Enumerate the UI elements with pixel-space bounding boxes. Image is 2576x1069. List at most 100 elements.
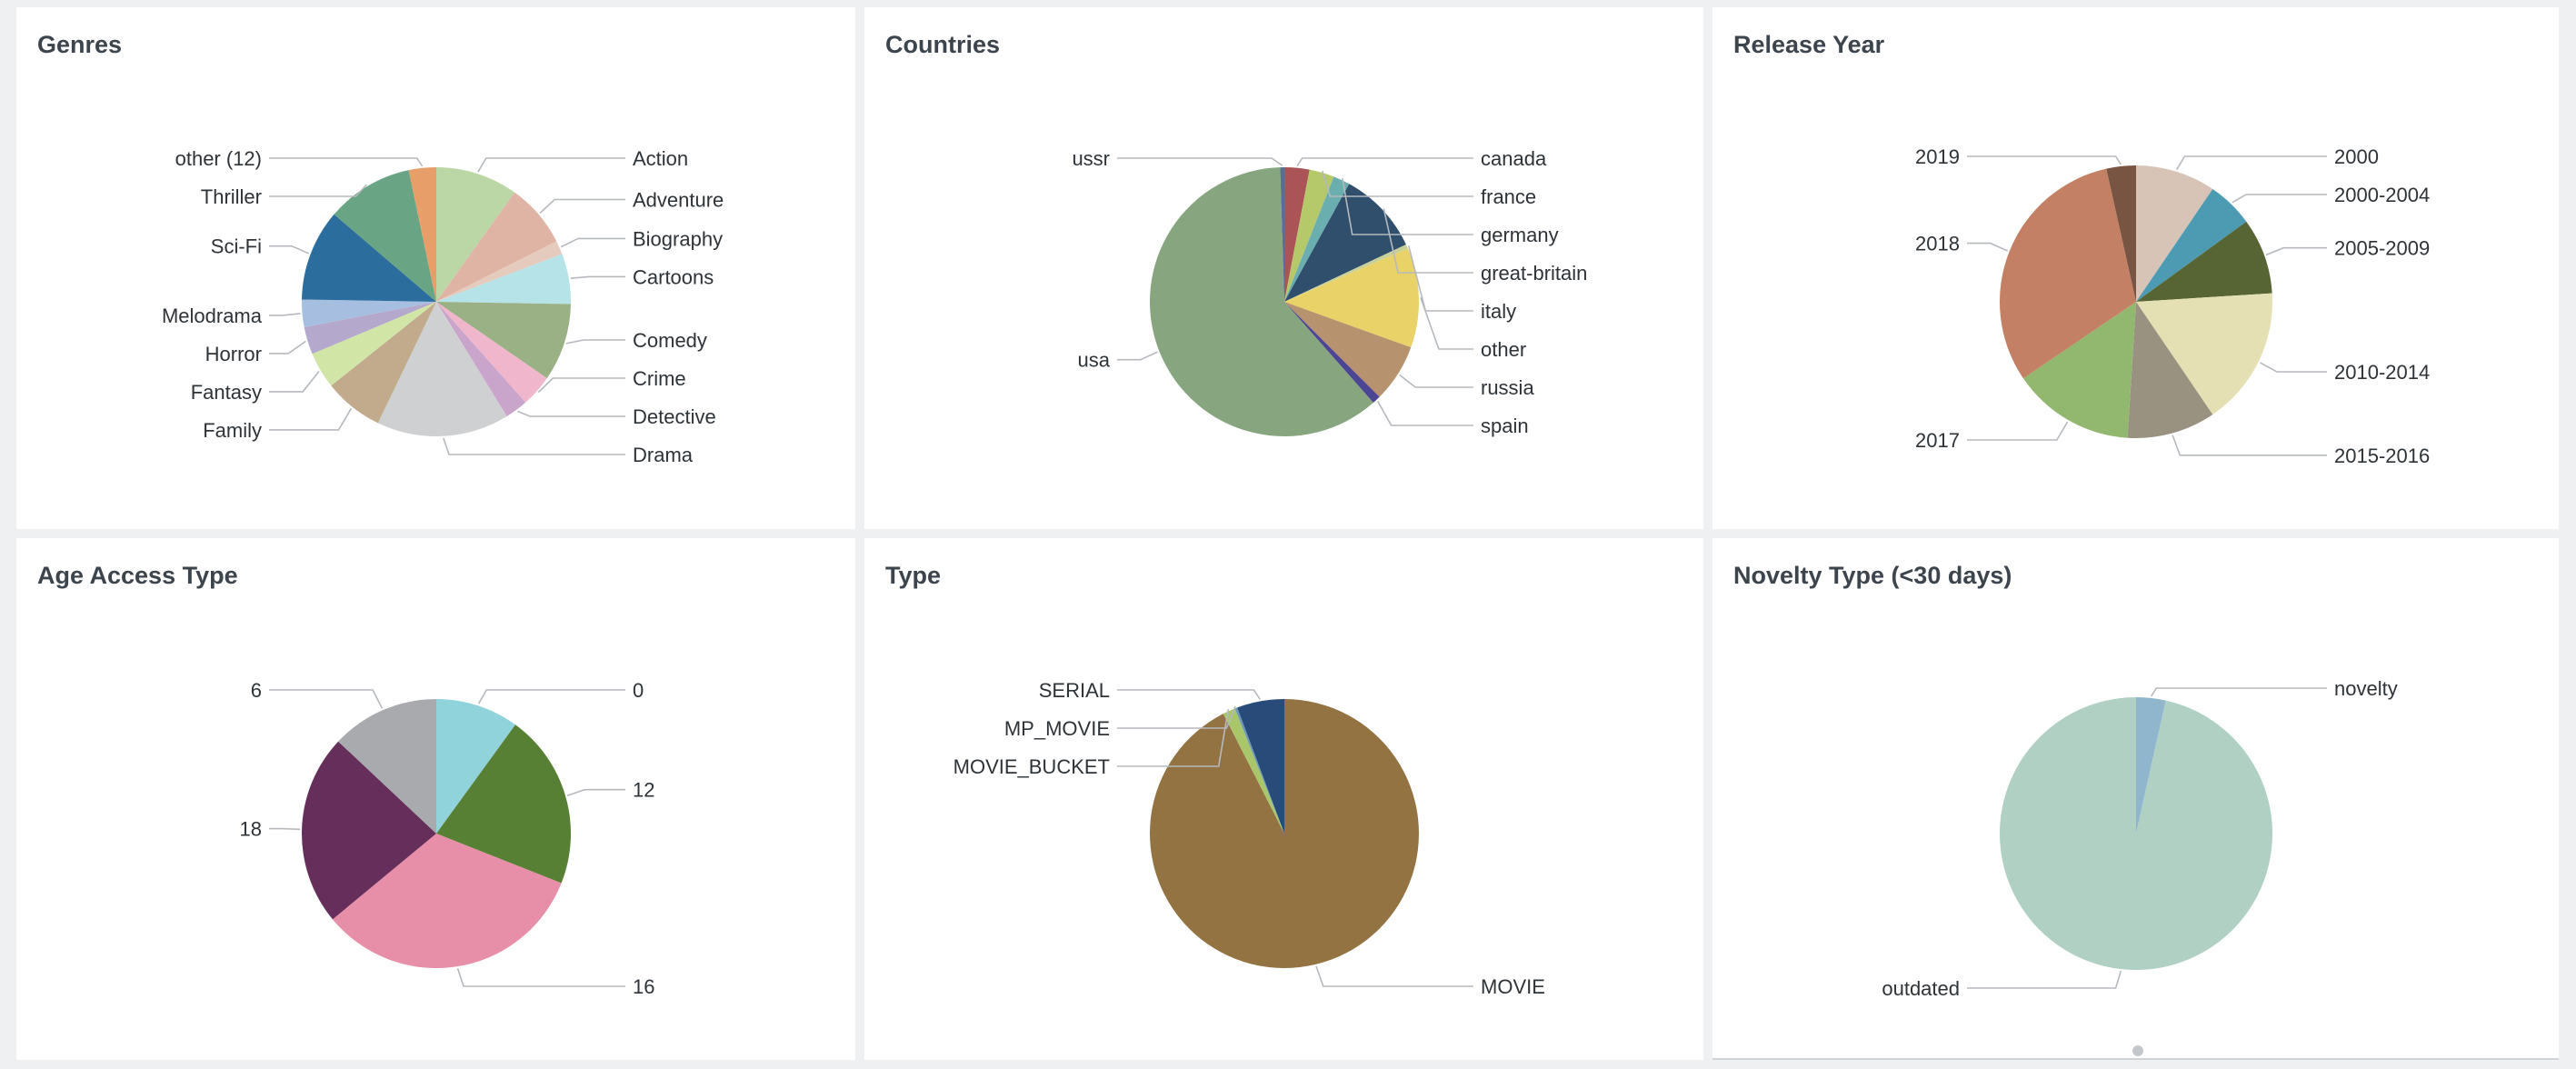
- pie-slices: [2000, 697, 2273, 970]
- pie-slice-outdated[interactable]: [2000, 697, 2273, 970]
- pie-label-outdated[interactable]: outdated: [1882, 977, 1960, 1000]
- pie-label-canada[interactable]: canada: [1481, 147, 1547, 170]
- pie-slice-france[interactable]: [1284, 169, 1334, 302]
- pie-slice-horror[interactable]: [304, 302, 436, 355]
- pie-slice-germany[interactable]: [1284, 176, 1350, 302]
- pie-slice-spain[interactable]: [1284, 302, 1380, 404]
- pie-slice-novelty[interactable]: [2136, 697, 2166, 834]
- leader-line-spain: [1377, 400, 1473, 426]
- leader-line-germany: [1342, 178, 1473, 235]
- pie-slice-18[interactable]: [301, 741, 436, 920]
- leader-line-12: [566, 788, 625, 796]
- pie-slice-other[interactable]: [1284, 248, 1420, 348]
- pie-slice-2005-2009[interactable]: [2136, 221, 2272, 302]
- pie-label-other-12[interactable]: other (12): [175, 147, 262, 170]
- pie-label-drama[interactable]: Drama: [633, 444, 694, 466]
- pie-label-2010-2014[interactable]: 2010-2014: [2334, 361, 2430, 384]
- pie-label-2000[interactable]: 2000: [2334, 145, 2379, 168]
- pie-slice-serial[interactable]: [1237, 699, 1284, 834]
- pie-label-biography[interactable]: Biography: [633, 227, 723, 250]
- pie-slice-italy[interactable]: [1284, 244, 1408, 302]
- pie-slice-2019[interactable]: [2106, 165, 2136, 302]
- pie-slice-detective[interactable]: [436, 302, 526, 416]
- pie-label-italy[interactable]: italy: [1481, 300, 1516, 323]
- pie-label-sci-fi[interactable]: Sci-Fi: [211, 235, 262, 258]
- pie-label-12[interactable]: 12: [633, 779, 654, 802]
- pie-slice-2010-2014[interactable]: [2136, 293, 2272, 415]
- pie-label-2015-2016[interactable]: 2015-2016: [2334, 445, 2430, 467]
- pie-slice-2018[interactable]: [2000, 168, 2136, 379]
- pie-slice-adventure[interactable]: [436, 192, 557, 302]
- pie-slice-movie-bucket[interactable]: [1223, 708, 1284, 834]
- pie-label-crime[interactable]: Crime: [633, 367, 686, 390]
- pie-label-usa[interactable]: usa: [1078, 349, 1111, 372]
- pie-slice-other-12[interactable]: [408, 167, 436, 302]
- leader-line-outdated: [1967, 970, 2122, 989]
- pie-slice-12[interactable]: [436, 724, 571, 884]
- pie-slice-biography[interactable]: [436, 241, 563, 302]
- pie-slice-melodrama[interactable]: [301, 299, 436, 327]
- pie-label-0[interactable]: 0: [633, 679, 644, 702]
- pie-label-movie-bucket[interactable]: MOVIE_BUCKET: [954, 755, 1110, 778]
- leader-line-france: [1322, 170, 1473, 197]
- pie-label-family[interactable]: Family: [203, 419, 262, 442]
- pie-slice-ussr[interactable]: [1280, 166, 1284, 302]
- pie-label-france[interactable]: france: [1481, 185, 1536, 208]
- pie-slice-0[interactable]: [436, 699, 515, 834]
- pie-slice-sci-fi[interactable]: [302, 214, 436, 302]
- pie-slice-great-britain[interactable]: [1284, 184, 1406, 302]
- pie-label-action[interactable]: Action: [633, 147, 688, 170]
- pie-label-mp-movie[interactable]: MP_MOVIE: [1004, 717, 1110, 740]
- pie-label-16[interactable]: 16: [633, 975, 654, 998]
- pie-slice-usa[interactable]: [1150, 167, 1373, 436]
- resize-handle[interactable]: [2132, 1045, 2143, 1056]
- panel-title: Type: [885, 562, 942, 589]
- pie-label-movie[interactable]: MOVIE: [1481, 975, 1545, 998]
- pie-slice-2015-2016[interactable]: [2127, 302, 2213, 438]
- pie-label-cartoons[interactable]: Cartoons: [633, 265, 714, 288]
- pie-label-thriller[interactable]: Thriller: [201, 185, 262, 208]
- panel-title: Novelty Type (<30 days): [1733, 562, 2012, 589]
- pie-slice-fantasy[interactable]: [312, 302, 436, 386]
- pie-label-horror[interactable]: Horror: [205, 343, 262, 365]
- pie-label-melodrama[interactable]: Melodrama: [162, 305, 263, 327]
- pie-slice-canada[interactable]: [1284, 166, 1310, 302]
- pie-slice-2017[interactable]: [2022, 302, 2136, 438]
- pie-label-other[interactable]: other: [1481, 338, 1526, 361]
- pie-slice-16[interactable]: [332, 834, 562, 969]
- pie-slice-6[interactable]: [338, 699, 436, 834]
- pie-label-2019[interactable]: 2019: [1915, 145, 1960, 168]
- leader-line-2005-2009: [2265, 246, 2327, 256]
- pie-label-great-britain[interactable]: great-britain: [1481, 262, 1587, 285]
- pie-label-germany[interactable]: germany: [1481, 224, 1559, 246]
- pie-slice-drama[interactable]: [377, 302, 507, 436]
- pie-label-detective[interactable]: Detective: [633, 405, 716, 428]
- pie-label-ussr[interactable]: ussr: [1072, 147, 1110, 170]
- pie-label-serial[interactable]: SERIAL: [1039, 679, 1110, 702]
- pie-slice-comedy[interactable]: [436, 302, 571, 379]
- pie-label-adventure[interactable]: Adventure: [633, 189, 724, 212]
- pie-slice-thriller[interactable]: [334, 170, 436, 302]
- pie-label-6[interactable]: 6: [251, 679, 262, 702]
- pie-label-fantasy[interactable]: Fantasy: [191, 381, 262, 404]
- pie-slice-family[interactable]: [331, 302, 436, 424]
- pie-label-2018[interactable]: 2018: [1915, 233, 1960, 255]
- pie-label-18[interactable]: 18: [240, 818, 262, 841]
- pie-slice-2000-2004[interactable]: [2136, 188, 2247, 302]
- pie-label-spain[interactable]: spain: [1481, 415, 1529, 437]
- pie-slice-russia[interactable]: [1284, 302, 1412, 397]
- pie-label-russia[interactable]: russia: [1481, 376, 1534, 399]
- pie-label-novelty[interactable]: novelty: [2334, 677, 2398, 700]
- leader-line-2000: [2176, 155, 2327, 171]
- pie-label-2000-2004[interactable]: 2000-2004: [2334, 184, 2430, 206]
- pie-slice-action[interactable]: [436, 167, 515, 302]
- pie-slice-cartoons[interactable]: [436, 254, 572, 305]
- pie-label-comedy[interactable]: Comedy: [633, 329, 707, 352]
- pie-slice-mp-movie[interactable]: [1234, 707, 1284, 834]
- pie-label-2017[interactable]: 2017: [1915, 429, 1960, 452]
- leader-line-action: [477, 157, 625, 173]
- pie-label-2005-2009[interactable]: 2005-2009: [2334, 237, 2430, 260]
- pie-slice-2000[interactable]: [2136, 165, 2213, 302]
- pie-slice-crime[interactable]: [436, 302, 547, 403]
- panel-bottom-border: [1712, 1058, 2559, 1060]
